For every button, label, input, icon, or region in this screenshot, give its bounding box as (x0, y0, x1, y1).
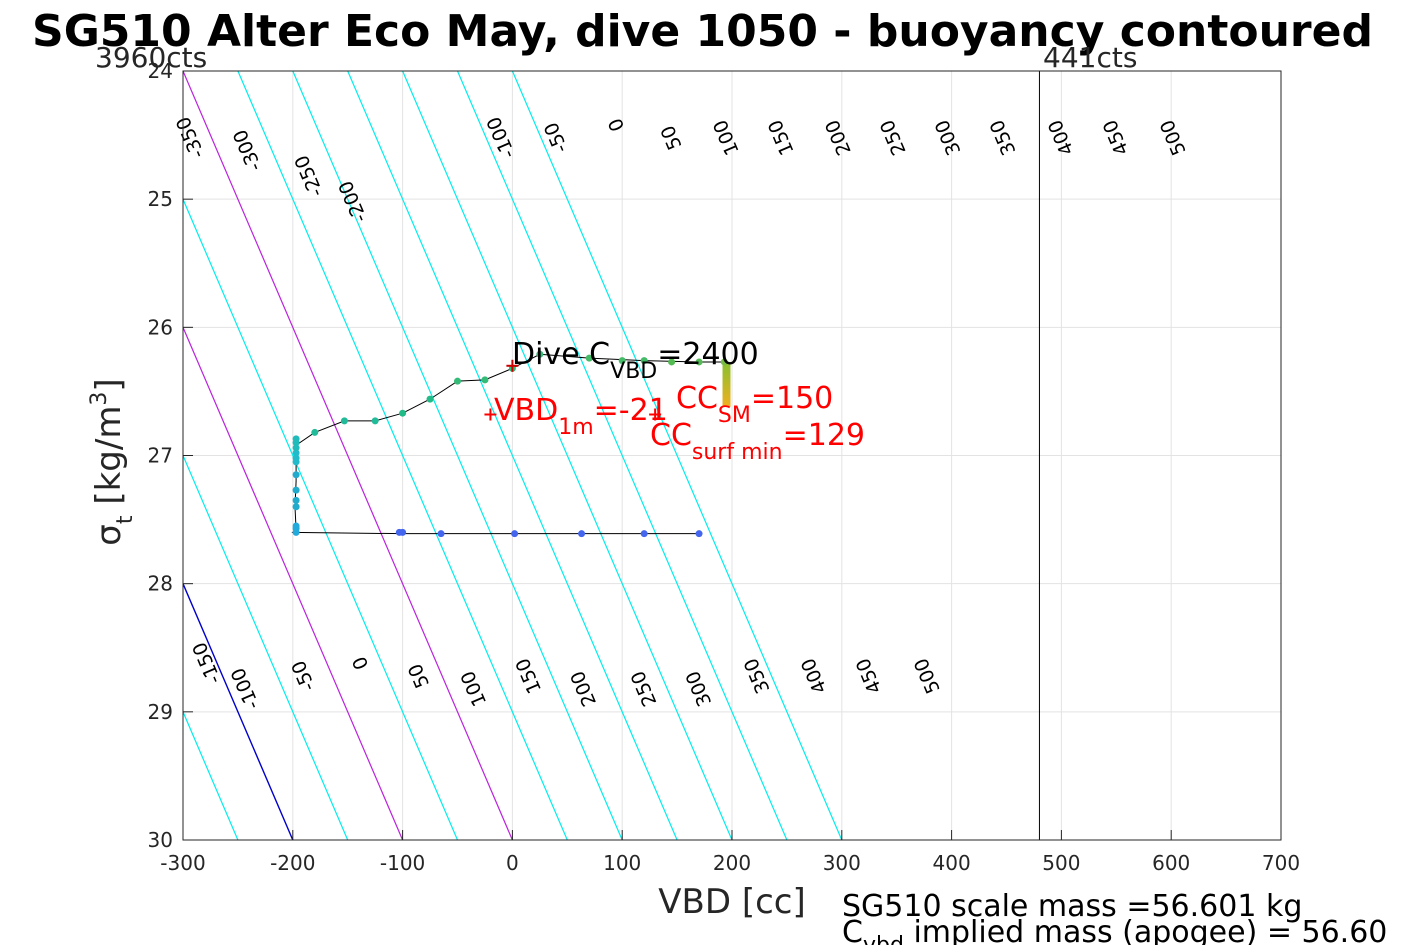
y-tick-label: 24 (148, 59, 173, 83)
footer-c-sub: vbd (863, 933, 904, 945)
data-point (720, 358, 728, 366)
y-tick-label: 25 (148, 187, 173, 211)
plus-marker (649, 408, 662, 421)
x-tick-label: 400 (933, 851, 971, 875)
surface-bar (722, 361, 731, 407)
y-tick-label: 30 (148, 828, 173, 852)
counts-right-label: 441cts (1043, 41, 1137, 74)
data-point (399, 409, 407, 417)
cc-sm-annotation: CCSM=150 (676, 381, 833, 428)
data-point (618, 357, 626, 365)
buoyancy-contour-line (183, 71, 513, 840)
buoyancy-contour-line (237, 71, 568, 840)
data-point (292, 486, 300, 494)
y-axis-label: σt [kg/m3] (87, 378, 138, 545)
x-ticks: -300 -200 -100 0 100 200 300 400 500 600 700 (160, 830, 1300, 875)
footer-c-main: C (842, 915, 863, 945)
dive-c-sub: VBD (610, 359, 657, 384)
ccsm-sub: SM (718, 403, 751, 428)
buoyancy-contour-line (456, 71, 788, 840)
vbd-main: VBD (494, 393, 558, 428)
data-point (585, 354, 593, 362)
dive-c-main: Dive C (512, 337, 610, 372)
data-point (578, 530, 586, 538)
counts-left-label: 3960cts (95, 41, 207, 74)
ccsm-main: CC (676, 381, 718, 416)
data-point (340, 417, 348, 425)
data-point (292, 454, 300, 462)
buoyancy-contour-line (292, 71, 623, 840)
vbd-sub: 1m (558, 415, 593, 440)
data-point (292, 444, 300, 452)
data-point (426, 395, 434, 403)
chart-title: SG510 Alter Eco May, dive 1050 - buoyanc… (32, 6, 1373, 57)
data-point (437, 530, 445, 538)
data-point (292, 449, 300, 457)
cc-surf-min-annotation: CCsurf min=129 (650, 418, 865, 465)
data-point (371, 417, 379, 425)
data-point (481, 376, 489, 384)
y-tick-label: 29 (148, 700, 173, 724)
data-point (454, 377, 461, 385)
y-tick-label: 26 (148, 315, 173, 339)
x-tick-label: 200 (713, 851, 751, 875)
x-tick-label: 0 (506, 851, 519, 875)
data-point (311, 428, 319, 436)
ccsurf-main: CC (650, 418, 692, 453)
dive-c-val: =2400 (657, 337, 758, 372)
y-axis-label-sup: 3 (87, 392, 112, 406)
x-tick-label: 700 (1262, 851, 1300, 875)
data-point (668, 358, 676, 366)
plus-marker (484, 408, 497, 421)
dive-c-vbd-annotation: Dive CVBD=2400 (512, 337, 759, 384)
footer-scale-mass: SG510 scale mass =56.601 kg (842, 889, 1302, 924)
data-point (292, 496, 300, 504)
data-point (536, 350, 544, 358)
buoyancy-contour-line (402, 71, 733, 840)
data-point (640, 530, 648, 538)
footer-implied-mass: Cvbd implied mass (apogee) = 56.60 (842, 915, 1387, 945)
annotations: Dive CVBD=2400 VBD1m=-21 CCSM=150 CCsurf… (494, 337, 865, 465)
dive-series (291, 350, 731, 538)
vbd-val: =-21 (594, 393, 668, 428)
x-tick-label: -200 (270, 851, 315, 875)
buoyancy-contour-line (183, 325, 404, 840)
x-tick-label: -300 (160, 851, 205, 875)
data-point (292, 503, 300, 511)
buoyancy-contour-line (0, 71, 73, 840)
x-tick-label: 500 (1042, 851, 1080, 875)
ccsurf-val: =129 (783, 418, 865, 453)
data-point (292, 435, 300, 443)
y-axis-label-units: [kg/m (89, 406, 129, 516)
vbd-1m-annotation: VBD1m=-21 (494, 393, 668, 440)
data-point (695, 530, 703, 538)
data-point (695, 358, 703, 366)
y-axis-label-close: ] (89, 378, 129, 391)
buoyancy-contour-line (347, 71, 678, 840)
buoyancy-contour-line (0, 71, 18, 840)
x-tick-label: 600 (1152, 851, 1190, 875)
buoyancy-contour-zero (183, 581, 294, 840)
y-tick-label: 28 (148, 572, 173, 596)
plus-marker (506, 359, 519, 372)
x-tick-label: 100 (603, 851, 641, 875)
y-ticks: 24 25 26 27 28 29 30 (148, 59, 193, 852)
data-point (292, 471, 300, 479)
y-axis-label-main: σ (89, 524, 129, 546)
data-point (640, 357, 648, 365)
data-point (292, 522, 300, 530)
footer-c-rest: implied mass (apogee) = 56.60 (904, 915, 1388, 945)
data-point (395, 528, 403, 536)
ccsm-val: =150 (751, 381, 833, 416)
data-point (511, 530, 519, 538)
x-tick-label: -100 (380, 851, 425, 875)
x-axis-label: VBD [cc] (658, 882, 806, 922)
y-axis-label-sub: t (113, 515, 138, 524)
ccsurf-sub: surf min (692, 440, 783, 465)
buoyancy-contour-line (511, 71, 843, 840)
y-tick-label: 27 (148, 444, 173, 468)
x-tick-label: 300 (823, 851, 861, 875)
